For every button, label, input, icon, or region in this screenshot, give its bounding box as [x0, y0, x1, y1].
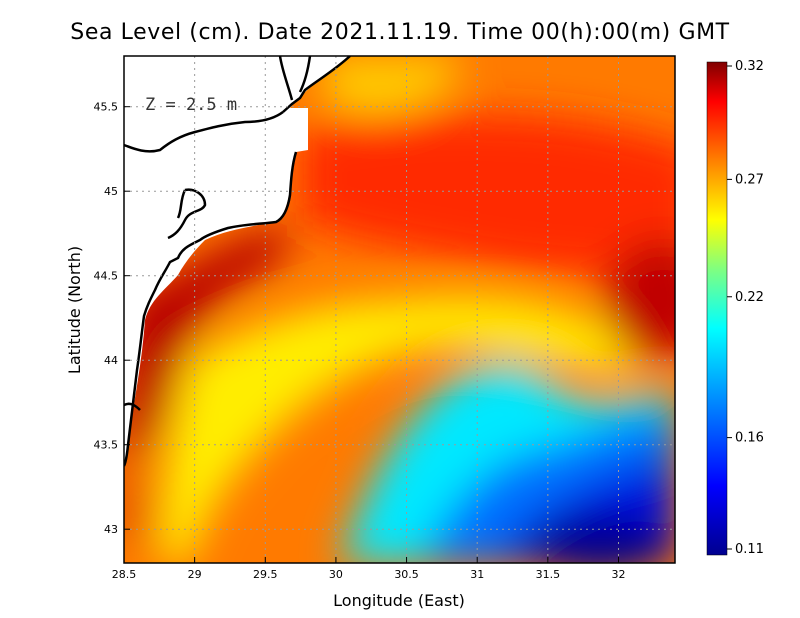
colorbar-tick-label: 0.22: [735, 290, 764, 305]
field-west-coast-dark-red: [124, 225, 290, 480]
field-darkest-blue: [530, 515, 670, 563]
field-southwest-red: [124, 470, 145, 550]
colorbar-tick-label: 0.27: [735, 172, 764, 187]
plot-frame: [123, 55, 676, 564]
x-tick-label: 29: [188, 568, 202, 581]
colorbar-ticks: 0.32 0.27 0.22 0.16 0.11: [727, 59, 764, 557]
colorbar-tick-label: 0.32: [735, 59, 764, 74]
map-grid: [124, 56, 675, 563]
x-tick-label: 29.5: [253, 568, 278, 581]
x-tick-label: 31: [470, 568, 484, 581]
coastline: [124, 56, 351, 467]
y-tick-label: 44: [104, 354, 118, 367]
map-title: Sea Level (cm). Date 2021.11.19. Time 00…: [70, 20, 730, 45]
x-tick-label: 32: [611, 568, 625, 581]
x-tick-label: 30.5: [394, 568, 419, 581]
x-tick-label: 31.5: [536, 568, 561, 581]
latitude-ticks: 43 43.5 44 44.5 45 45.5: [94, 101, 130, 536]
field-east-eddy: [605, 240, 675, 360]
y-tick-label: 43.5: [94, 439, 119, 452]
colorbar-gradient: [706, 61, 728, 556]
y-tick-label: 45: [104, 185, 118, 198]
coast-cape: [124, 402, 141, 411]
lagoon-razim: [167, 188, 207, 240]
colorbar-tick-label: 0.16: [735, 431, 764, 446]
field-north-yellowish: [320, 56, 460, 115]
y-tick-label: 45.5: [94, 101, 119, 114]
field-north-red: [300, 113, 675, 277]
coast-north: [282, 56, 351, 113]
field-yellow-band: [160, 296, 640, 563]
x-tick-label: 30: [329, 568, 343, 581]
y-axis-label: Latitude (North): [65, 246, 84, 374]
y-tick-label: 43: [104, 523, 118, 536]
colorbar: 0.32 0.27 0.22 0.16 0.11: [706, 59, 764, 557]
y-tick-label: 44.5: [94, 270, 119, 283]
depth-label: Z = 2.5 m: [145, 95, 237, 115]
coast-estuary: [278, 56, 312, 101]
coast-danube-delta: [124, 110, 284, 153]
x-axis-label: Longitude (East): [333, 591, 465, 610]
x-tick-label: 28.5: [112, 568, 137, 581]
coast-west: [124, 151, 298, 467]
colorbar-tick-label: 0.11: [735, 542, 764, 557]
longitude-ticks: 28.5 29 29.5 30 30.5 31 31.5 32: [112, 557, 625, 581]
